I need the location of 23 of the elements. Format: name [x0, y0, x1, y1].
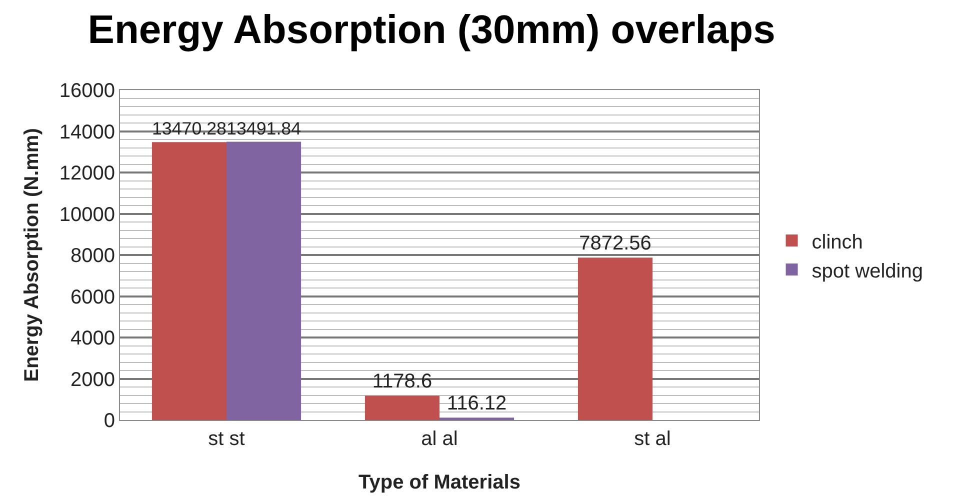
y-tick-label: 8000 [70, 245, 115, 267]
x-tick-label: al al [421, 428, 458, 450]
y-axis-title: Energy Absorption (N.mm) [20, 128, 43, 382]
y-tick-label: 6000 [70, 286, 115, 308]
bar [364, 396, 440, 420]
x-tick-label: st st [208, 428, 246, 450]
x-axis-title: Type of Materials [358, 472, 520, 494]
bar [578, 258, 652, 420]
y-tick-label: 0 [104, 410, 115, 432]
chart-title: Energy Absorption (30mm) overlaps [88, 8, 776, 52]
data-label: 116.12 [446, 392, 507, 415]
legend-label: clinch [812, 231, 863, 254]
y-tick-label: 16000 [59, 80, 115, 102]
y-tick-label: 4000 [70, 328, 115, 350]
y-tick-label: 2000 [70, 368, 115, 391]
legend-label: spot welding [812, 260, 923, 282]
bar [226, 142, 302, 420]
y-tick-label: 12000 [59, 162, 115, 184]
y-tick-label: 10000 [59, 204, 115, 226]
bar [152, 142, 226, 420]
y-tick-label: 14000 [59, 121, 115, 144]
data-label: 7872.56 [579, 232, 652, 255]
x-tick-label: st al [634, 428, 671, 450]
